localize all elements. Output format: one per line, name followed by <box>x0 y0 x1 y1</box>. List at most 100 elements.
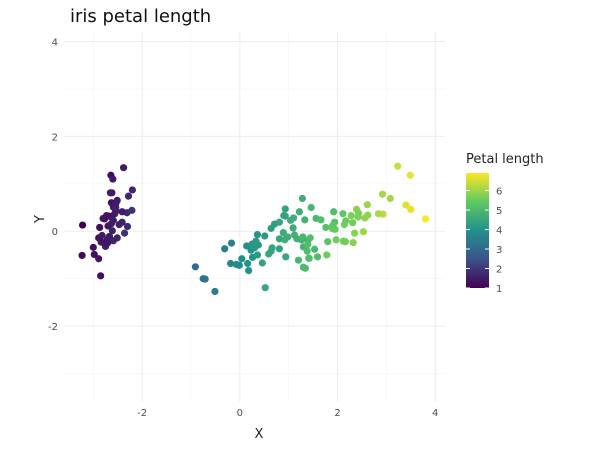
data-point <box>287 216 295 224</box>
data-point <box>317 216 325 224</box>
legend-tick-label: 2 <box>496 265 502 276</box>
data-point <box>402 201 410 209</box>
data-point <box>324 238 332 246</box>
data-point <box>245 267 253 275</box>
data-point <box>347 211 355 220</box>
x-tick-label: 0 <box>237 408 243 419</box>
data-point <box>109 175 117 183</box>
data-point <box>97 238 105 246</box>
data-point <box>293 235 301 243</box>
data-point <box>106 189 115 197</box>
y-tick-label: 2 <box>52 132 58 143</box>
data-point <box>78 251 86 260</box>
data-point <box>339 210 347 218</box>
data-point <box>98 231 106 240</box>
y-axis-title: Y <box>33 215 48 224</box>
data-point <box>128 206 136 214</box>
data-point <box>118 218 126 226</box>
data-point <box>100 215 109 223</box>
data-point <box>104 222 112 230</box>
data-point <box>261 284 269 292</box>
legend: Petal length 1 2 3 4 5 6 <box>466 152 544 295</box>
data-point <box>267 224 275 232</box>
legend-tick-label: 3 <box>496 245 502 256</box>
data-point <box>407 205 415 214</box>
legend-title: Petal length <box>466 152 544 167</box>
data-point <box>279 229 287 237</box>
legend-tick-label: 4 <box>496 226 502 237</box>
data-point <box>298 194 306 203</box>
data-point <box>304 240 312 249</box>
data-point <box>232 260 241 269</box>
data-point <box>280 211 288 220</box>
data-point <box>275 218 284 226</box>
data-point <box>330 208 338 216</box>
data-point <box>329 221 337 230</box>
data-point <box>89 243 97 251</box>
x-tick-label: 4 <box>432 408 438 419</box>
chart-title: iris petal length <box>70 6 211 27</box>
data-point <box>253 230 262 239</box>
data-point <box>109 216 117 224</box>
data-point <box>201 275 209 283</box>
data-point <box>261 232 269 240</box>
legend-ticks: 1 2 3 4 5 6 <box>466 187 502 295</box>
data-point <box>374 210 383 218</box>
data-point <box>394 162 402 170</box>
data-point <box>105 232 114 241</box>
data-point <box>97 272 105 280</box>
data-point <box>349 239 357 247</box>
data-point <box>378 190 387 198</box>
data-point <box>268 244 276 252</box>
data-point <box>303 247 311 255</box>
x-axis-title: X <box>255 427 264 442</box>
data-point <box>310 245 319 253</box>
data-point <box>349 219 357 227</box>
data-point <box>250 244 259 252</box>
data-point <box>281 205 289 213</box>
data-point <box>128 186 136 194</box>
data-point <box>305 254 313 262</box>
data-point <box>341 238 349 246</box>
data-point <box>295 208 304 216</box>
data-point <box>119 164 128 172</box>
data-point <box>359 228 368 236</box>
legend-tick-label: 1 <box>496 284 502 295</box>
data-point <box>244 259 252 268</box>
y-tick-label: 4 <box>52 37 58 48</box>
data-point <box>227 239 236 247</box>
data-point <box>421 215 430 223</box>
data-point <box>340 220 348 229</box>
axis-ticks: -2 0 2 4 -2 0 2 4 <box>48 37 438 419</box>
data-point <box>221 245 229 253</box>
x-tick-label: 2 <box>334 408 340 419</box>
data-point <box>332 236 340 244</box>
data-point <box>265 250 273 258</box>
data-point <box>238 255 246 263</box>
data-point <box>108 227 116 235</box>
data-point <box>323 251 331 259</box>
data-point <box>282 253 290 261</box>
data-point <box>354 213 362 221</box>
data-point <box>294 256 303 264</box>
data-point <box>386 194 394 203</box>
data-point <box>120 229 129 237</box>
data-point <box>361 214 369 222</box>
data-point <box>306 234 314 242</box>
data-point <box>313 253 322 261</box>
data-point <box>103 239 112 247</box>
y-tick-label: -2 <box>48 322 58 333</box>
data-point <box>78 221 87 229</box>
data-point <box>299 263 307 271</box>
data-point <box>118 208 126 216</box>
data-point <box>363 201 371 209</box>
data-point <box>253 251 262 259</box>
data-point <box>307 203 315 212</box>
data-point <box>191 263 199 271</box>
data-point <box>299 233 307 241</box>
data-point <box>90 250 98 259</box>
data-point <box>289 224 297 232</box>
